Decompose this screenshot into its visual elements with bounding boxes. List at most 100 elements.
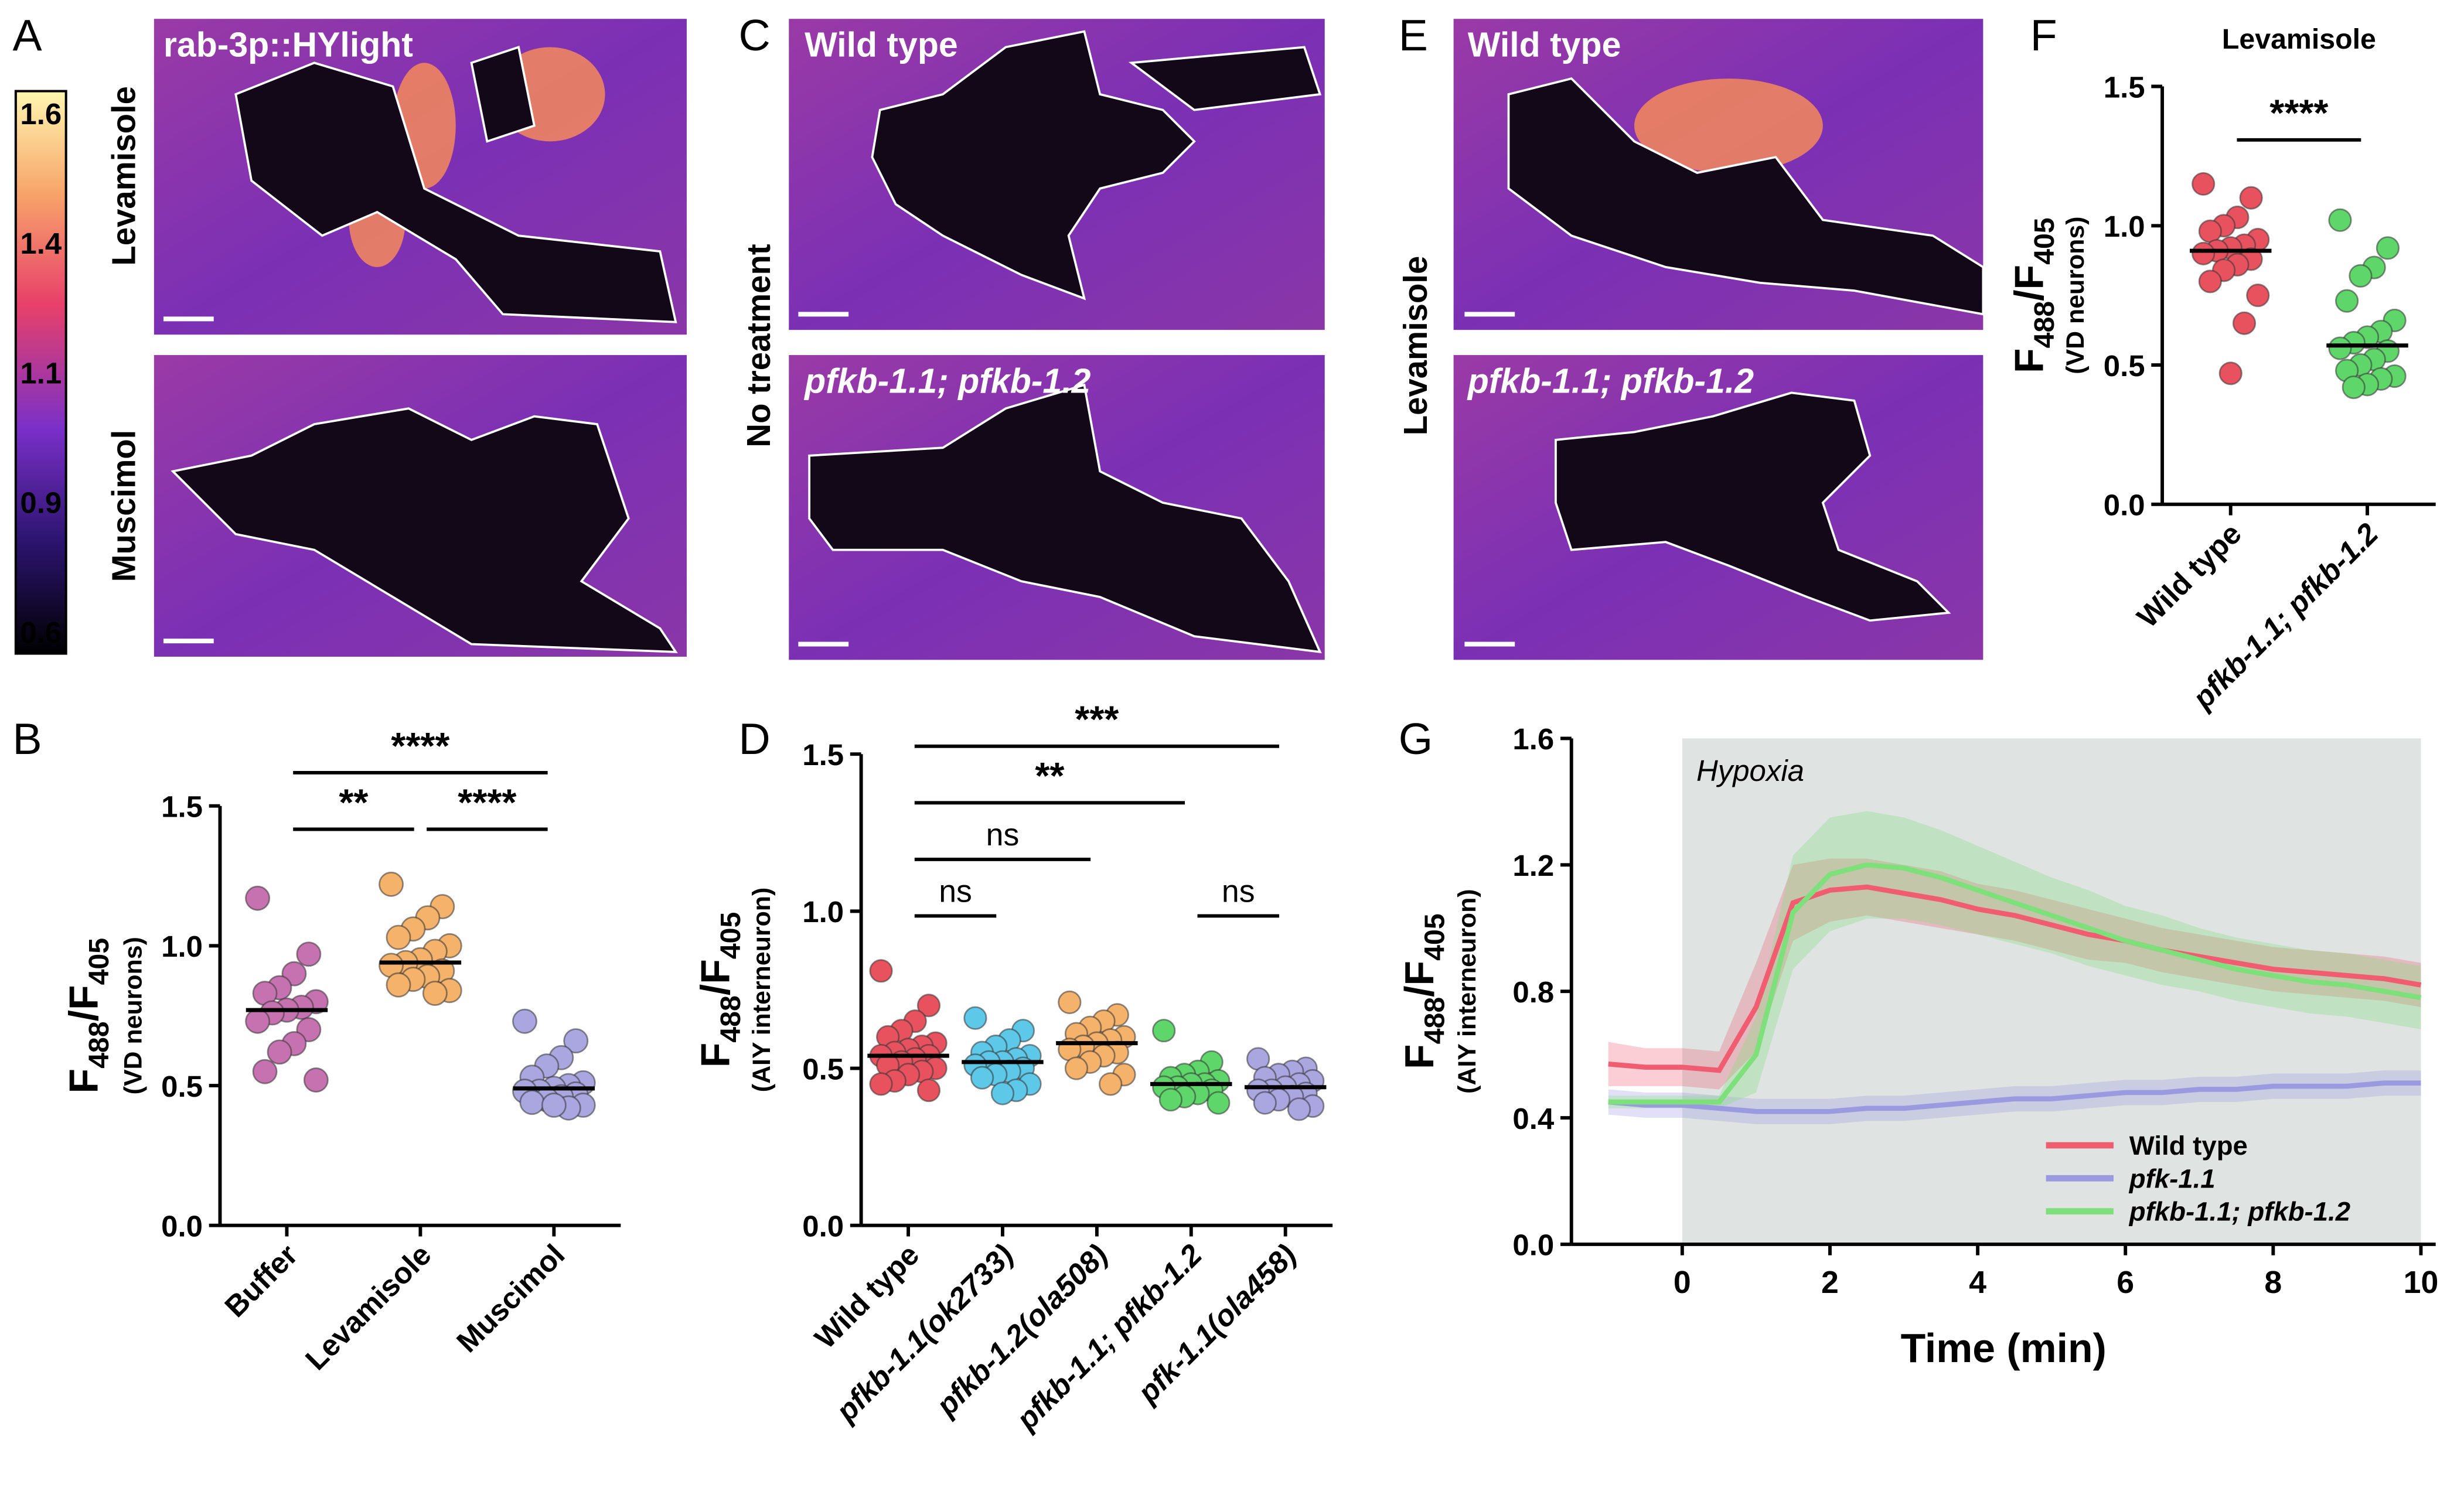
data-point bbox=[252, 1059, 278, 1084]
data-point bbox=[422, 981, 448, 1006]
cell-region bbox=[1128, 46, 1322, 111]
cell-region bbox=[1555, 391, 1951, 622]
data-point bbox=[541, 1093, 567, 1118]
significance-label: ** bbox=[1035, 755, 1064, 797]
data-point bbox=[379, 871, 404, 897]
data-point bbox=[386, 972, 411, 998]
cell-region bbox=[171, 407, 678, 653]
panel-letter: C bbox=[738, 11, 770, 60]
y-axis-title-part: /F bbox=[60, 985, 106, 1021]
x-tick-label: Buffer bbox=[218, 1238, 304, 1323]
significance-label: ns bbox=[1222, 873, 1255, 909]
significance-label: **** bbox=[2269, 92, 2328, 134]
y-tick-label: 0.0 bbox=[161, 1209, 203, 1243]
chart-title: Levamisole bbox=[2222, 23, 2376, 55]
cell-region bbox=[1507, 77, 1985, 316]
colorbar-label: 1.4 bbox=[20, 227, 62, 260]
data-point bbox=[2218, 361, 2243, 385]
image-detail bbox=[1634, 79, 1823, 173]
image-label: Wild type bbox=[805, 26, 958, 64]
micrograph: Wild type bbox=[1453, 19, 1985, 330]
micrograph bbox=[154, 355, 687, 657]
data-point bbox=[869, 1072, 893, 1096]
legend-label: pfkb-1.1; pfkb-1.2 bbox=[2129, 1197, 2350, 1227]
cell-region bbox=[470, 45, 536, 143]
significance-label: ns bbox=[986, 817, 1020, 852]
x-tick-label: Muscimol bbox=[450, 1238, 571, 1359]
y-tick-label: 0.0 bbox=[802, 1209, 844, 1243]
cell-region bbox=[808, 383, 1322, 654]
x-tick-label: 2 bbox=[1821, 1265, 1839, 1300]
image-label: pfkb-1.1; pfkb-1.2 bbox=[1467, 361, 1754, 400]
data-point bbox=[2232, 311, 2257, 335]
significance-label: ns bbox=[939, 873, 972, 909]
micrograph: Wild type bbox=[789, 19, 1325, 330]
y-axis-title-part: 405 bbox=[2029, 217, 2060, 265]
y-axis-title-part: 405 bbox=[1419, 913, 1451, 961]
y-tick-label: 0.0 bbox=[1512, 1229, 1554, 1262]
y-axis-title: F488/F405 bbox=[2006, 217, 2060, 373]
y-axis-title-part: 488 bbox=[2029, 301, 2060, 349]
error-band bbox=[1719, 1016, 1756, 1108]
data-point bbox=[2192, 241, 2216, 265]
y-axis-title: F488/F405 bbox=[1396, 913, 1451, 1069]
row-label: No treatment bbox=[740, 244, 777, 447]
series-line bbox=[1608, 884, 2422, 1073]
y-tick-label: 1.5 bbox=[161, 790, 203, 823]
data-point bbox=[2198, 269, 2222, 294]
x-tick-label: 10 bbox=[2404, 1265, 2439, 1300]
significance-label: **** bbox=[458, 781, 516, 823]
data-point bbox=[2349, 264, 2373, 288]
data-point bbox=[245, 885, 271, 911]
y-tick-label: 0.0 bbox=[2104, 489, 2145, 522]
data-point bbox=[869, 959, 893, 983]
colorbar-label: 1.6 bbox=[20, 97, 62, 131]
y-tick-label: 1.5 bbox=[2104, 70, 2145, 104]
image-label: rab-3p::HYlight bbox=[163, 26, 413, 64]
data-point bbox=[512, 1008, 537, 1034]
x-axis-title: Time (min) bbox=[1901, 1325, 2107, 1371]
data-point bbox=[2335, 289, 2359, 313]
x-tick-label: pfk-1.1(ola458) bbox=[1130, 1238, 1303, 1410]
y-tick-label: 1.5 bbox=[802, 738, 844, 772]
significance-label: **** bbox=[391, 725, 449, 767]
data-point bbox=[2342, 375, 2366, 400]
data-point bbox=[245, 1008, 271, 1034]
y-tick-label: 1.2 bbox=[1512, 849, 1554, 882]
data-point bbox=[1158, 1088, 1182, 1112]
x-tick-label: 4 bbox=[1969, 1265, 1986, 1300]
data-point bbox=[2198, 219, 2222, 243]
y-axis-title-part: F bbox=[2006, 348, 2051, 373]
x-tick-label: Wild type bbox=[2131, 517, 2248, 634]
data-point bbox=[1152, 1019, 1176, 1043]
data-point bbox=[2246, 284, 2270, 308]
legend-label: Wild type bbox=[2129, 1131, 2248, 1161]
hypoxia-span bbox=[1682, 738, 2421, 1244]
data-point bbox=[2376, 236, 2400, 260]
y-axis-title: F488/F405 bbox=[692, 912, 747, 1068]
micrograph: rab-3p::HYlight bbox=[154, 19, 687, 335]
data-point bbox=[296, 941, 322, 967]
data-point bbox=[916, 1078, 941, 1103]
data-point bbox=[2328, 208, 2352, 232]
data-point bbox=[1058, 990, 1082, 1015]
data-point bbox=[267, 1039, 292, 1065]
legend-label: pfk-1.1 bbox=[2129, 1163, 2216, 1193]
y-tick-label: 1.0 bbox=[161, 930, 203, 963]
micrograph: pfkb-1.1; pfkb-1.2 bbox=[789, 355, 1325, 660]
y-tick-label: 1.6 bbox=[1512, 722, 1554, 756]
panel-letter: E bbox=[1399, 11, 1428, 60]
y-axis-title-part: /F bbox=[1396, 961, 1442, 997]
data-point bbox=[519, 1090, 545, 1115]
y-axis-title-part: F bbox=[1396, 1044, 1442, 1069]
x-tick-label: pfkb-1.1(ok2733) bbox=[829, 1238, 1020, 1429]
x-tick-label: 6 bbox=[2117, 1265, 2134, 1300]
data-point bbox=[916, 994, 941, 1018]
significance-label: *** bbox=[1075, 698, 1119, 741]
panel-letter: G bbox=[1399, 714, 1433, 763]
y-tick-label: 0.5 bbox=[161, 1070, 203, 1103]
row-label: Levamisole bbox=[1397, 256, 1434, 436]
panel-letter: A bbox=[13, 11, 42, 60]
